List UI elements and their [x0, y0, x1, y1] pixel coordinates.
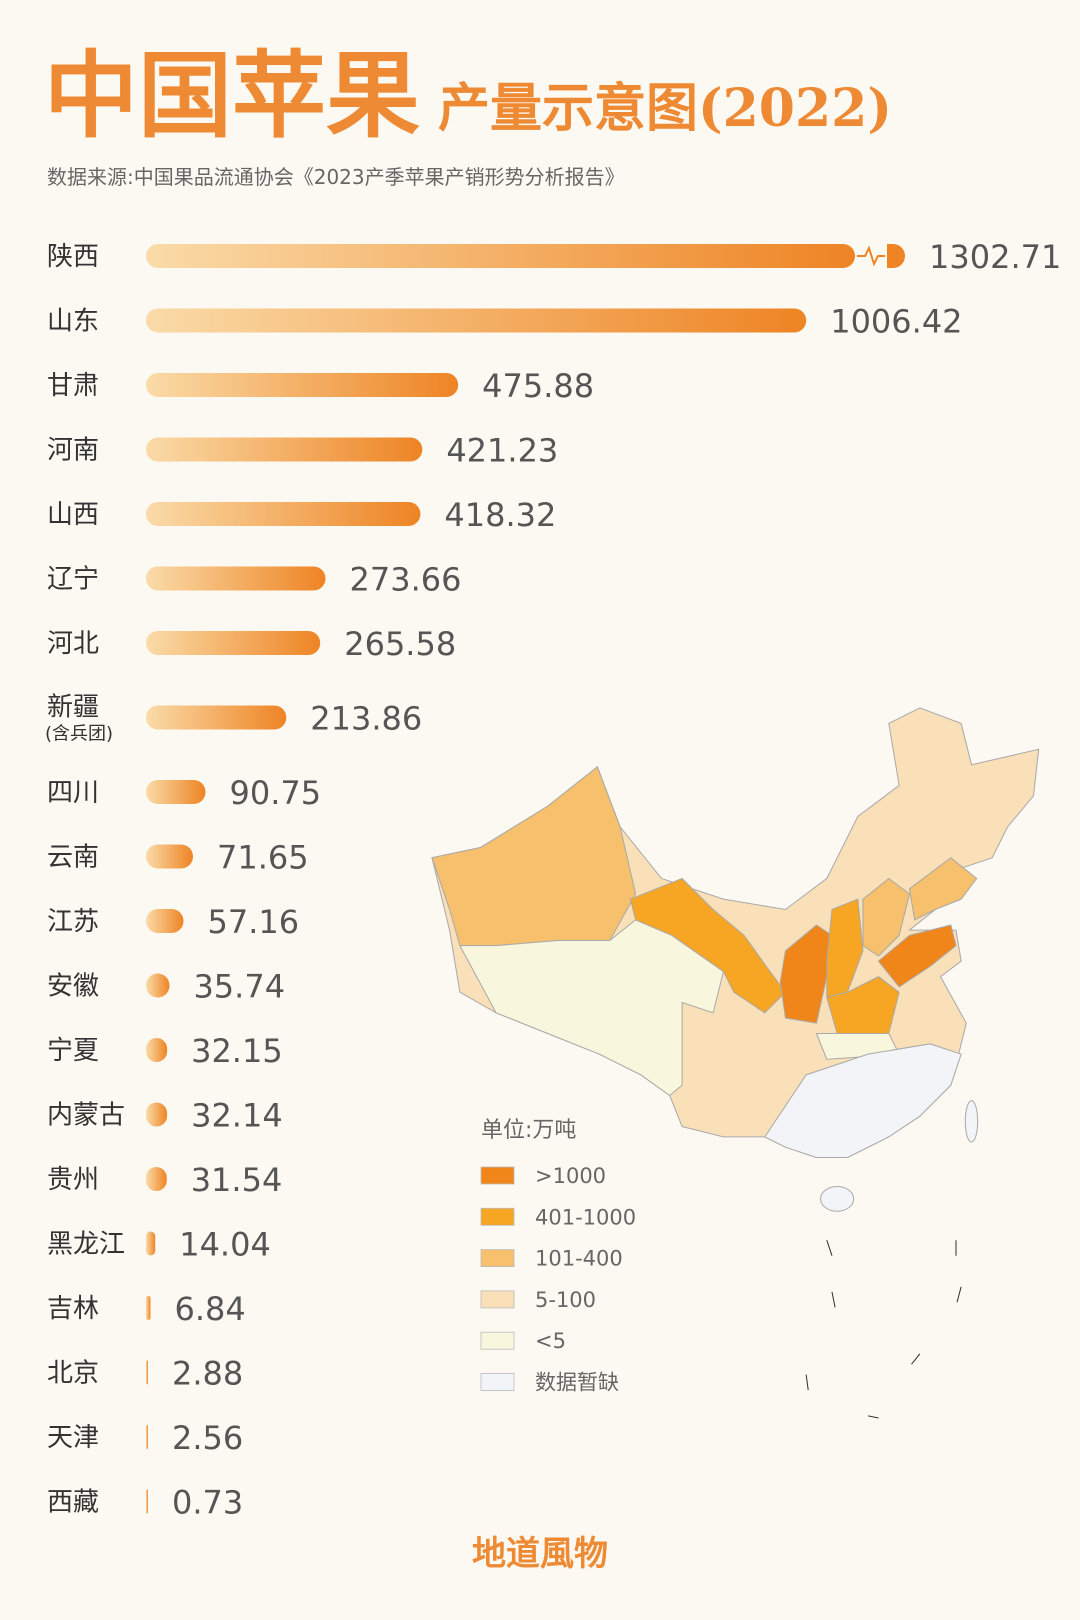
value-label: 0.73 [172, 1484, 243, 1522]
legend-swatch [480, 1207, 515, 1226]
bar [146, 437, 423, 462]
bar [146, 1038, 168, 1062]
legend-swatch [480, 1166, 515, 1185]
category-label: 天津 [47, 1423, 99, 1453]
value-label: 57.16 [207, 903, 299, 941]
bar [146, 1296, 151, 1320]
category-label: 甘肃 [47, 371, 99, 401]
map-region [862, 877, 911, 957]
category-label: 云南 [47, 843, 99, 873]
value-label: 1006.42 [830, 303, 962, 341]
category-label: 北京 [47, 1359, 99, 1389]
category-label: 四川 [47, 778, 99, 808]
value-label: 71.65 [217, 839, 309, 877]
value-label: 418.32 [444, 496, 556, 534]
map-region [820, 1185, 855, 1212]
legend-swatch [480, 1290, 515, 1309]
chart-subtitle: 数据来源:中国果品流通协会《2023产季苹果产销形势分析报告》 [47, 165, 625, 189]
category-label: 宁夏 [47, 1036, 99, 1066]
map-region [764, 1043, 962, 1159]
bar-end [887, 244, 905, 268]
map-region [629, 877, 787, 1014]
category-label: 安徽 [47, 972, 99, 1002]
bar [146, 844, 194, 869]
value-label: 213.86 [310, 700, 422, 738]
value-label: 421.23 [446, 432, 558, 470]
category-label: 辽宁 [47, 565, 99, 595]
legend-label: 5-100 [535, 1288, 596, 1312]
china-map [431, 707, 1040, 1419]
value-label: 1302.71 [929, 238, 1061, 276]
value-label: 32.14 [191, 1097, 283, 1135]
bar [146, 566, 326, 591]
bar [146, 631, 321, 655]
legend-swatch [480, 1331, 515, 1350]
bar [146, 1231, 156, 1256]
category-label: 山东 [47, 307, 99, 337]
category-label: 黑龙江 [47, 1230, 125, 1260]
bar [146, 1489, 148, 1514]
legend: >1000 401-1000 101-400 5-100 <5 数据暂缺 [480, 1164, 636, 1395]
bar [146, 1102, 168, 1127]
map-region [779, 924, 833, 1024]
value-label: 2.56 [172, 1419, 243, 1457]
map-region [877, 924, 957, 988]
category-label: 内蒙古 [47, 1101, 125, 1131]
chart-title-suffix: 产量示意图(2022) [438, 78, 892, 139]
legend-label: 101-400 [535, 1247, 623, 1271]
bar [146, 780, 206, 804]
category-label: 江苏 [47, 907, 99, 937]
legend-swatch [480, 1249, 515, 1267]
value-label: 265.58 [344, 625, 456, 663]
legend-swatch [480, 1373, 515, 1391]
category-label: 新疆 [47, 693, 99, 723]
category-label: 河北 [47, 629, 99, 659]
value-label: 6.84 [174, 1290, 245, 1328]
category-label: 陕西 [47, 242, 99, 272]
legend-label: 401-1000 [535, 1205, 636, 1229]
bar [146, 373, 459, 397]
value-label: 35.74 [193, 968, 285, 1006]
value-label: 475.88 [482, 367, 594, 405]
category-label: 吉林 [47, 1294, 99, 1324]
legend-label: >1000 [535, 1164, 606, 1188]
bar [146, 1425, 148, 1449]
value-label: 32.15 [191, 1032, 283, 1070]
map-region [431, 766, 637, 947]
bar [146, 973, 170, 998]
chart-title: 中国苹果 [44, 41, 420, 151]
value-label: 273.66 [350, 561, 462, 599]
category-note: (含兵团) [45, 724, 113, 745]
category-label: 河南 [47, 436, 99, 466]
bar [146, 909, 184, 933]
bar [146, 1167, 167, 1191]
bar [146, 1360, 148, 1385]
category-label: 西藏 [47, 1488, 99, 1518]
value-label: 31.54 [191, 1161, 283, 1199]
bar [146, 244, 855, 268]
axis-break [857, 245, 885, 267]
legend-title: 单位:万吨 [481, 1118, 576, 1143]
value-label: 2.88 [172, 1355, 243, 1393]
sea-boundary [805, 1240, 962, 1419]
value-label: 14.04 [179, 1226, 271, 1264]
bar [146, 308, 807, 333]
map-region [908, 857, 978, 921]
footer: 地道風物 [472, 1534, 608, 1574]
bar [146, 502, 421, 526]
legend-label: 数据暂缺 [535, 1371, 619, 1395]
category-label: 山西 [47, 500, 99, 530]
value-label: 90.75 [230, 774, 322, 812]
legend-label: <5 [535, 1329, 566, 1353]
map-region [964, 1100, 979, 1143]
map-region [459, 919, 725, 1097]
bar [146, 705, 287, 730]
category-label: 贵州 [47, 1165, 99, 1195]
